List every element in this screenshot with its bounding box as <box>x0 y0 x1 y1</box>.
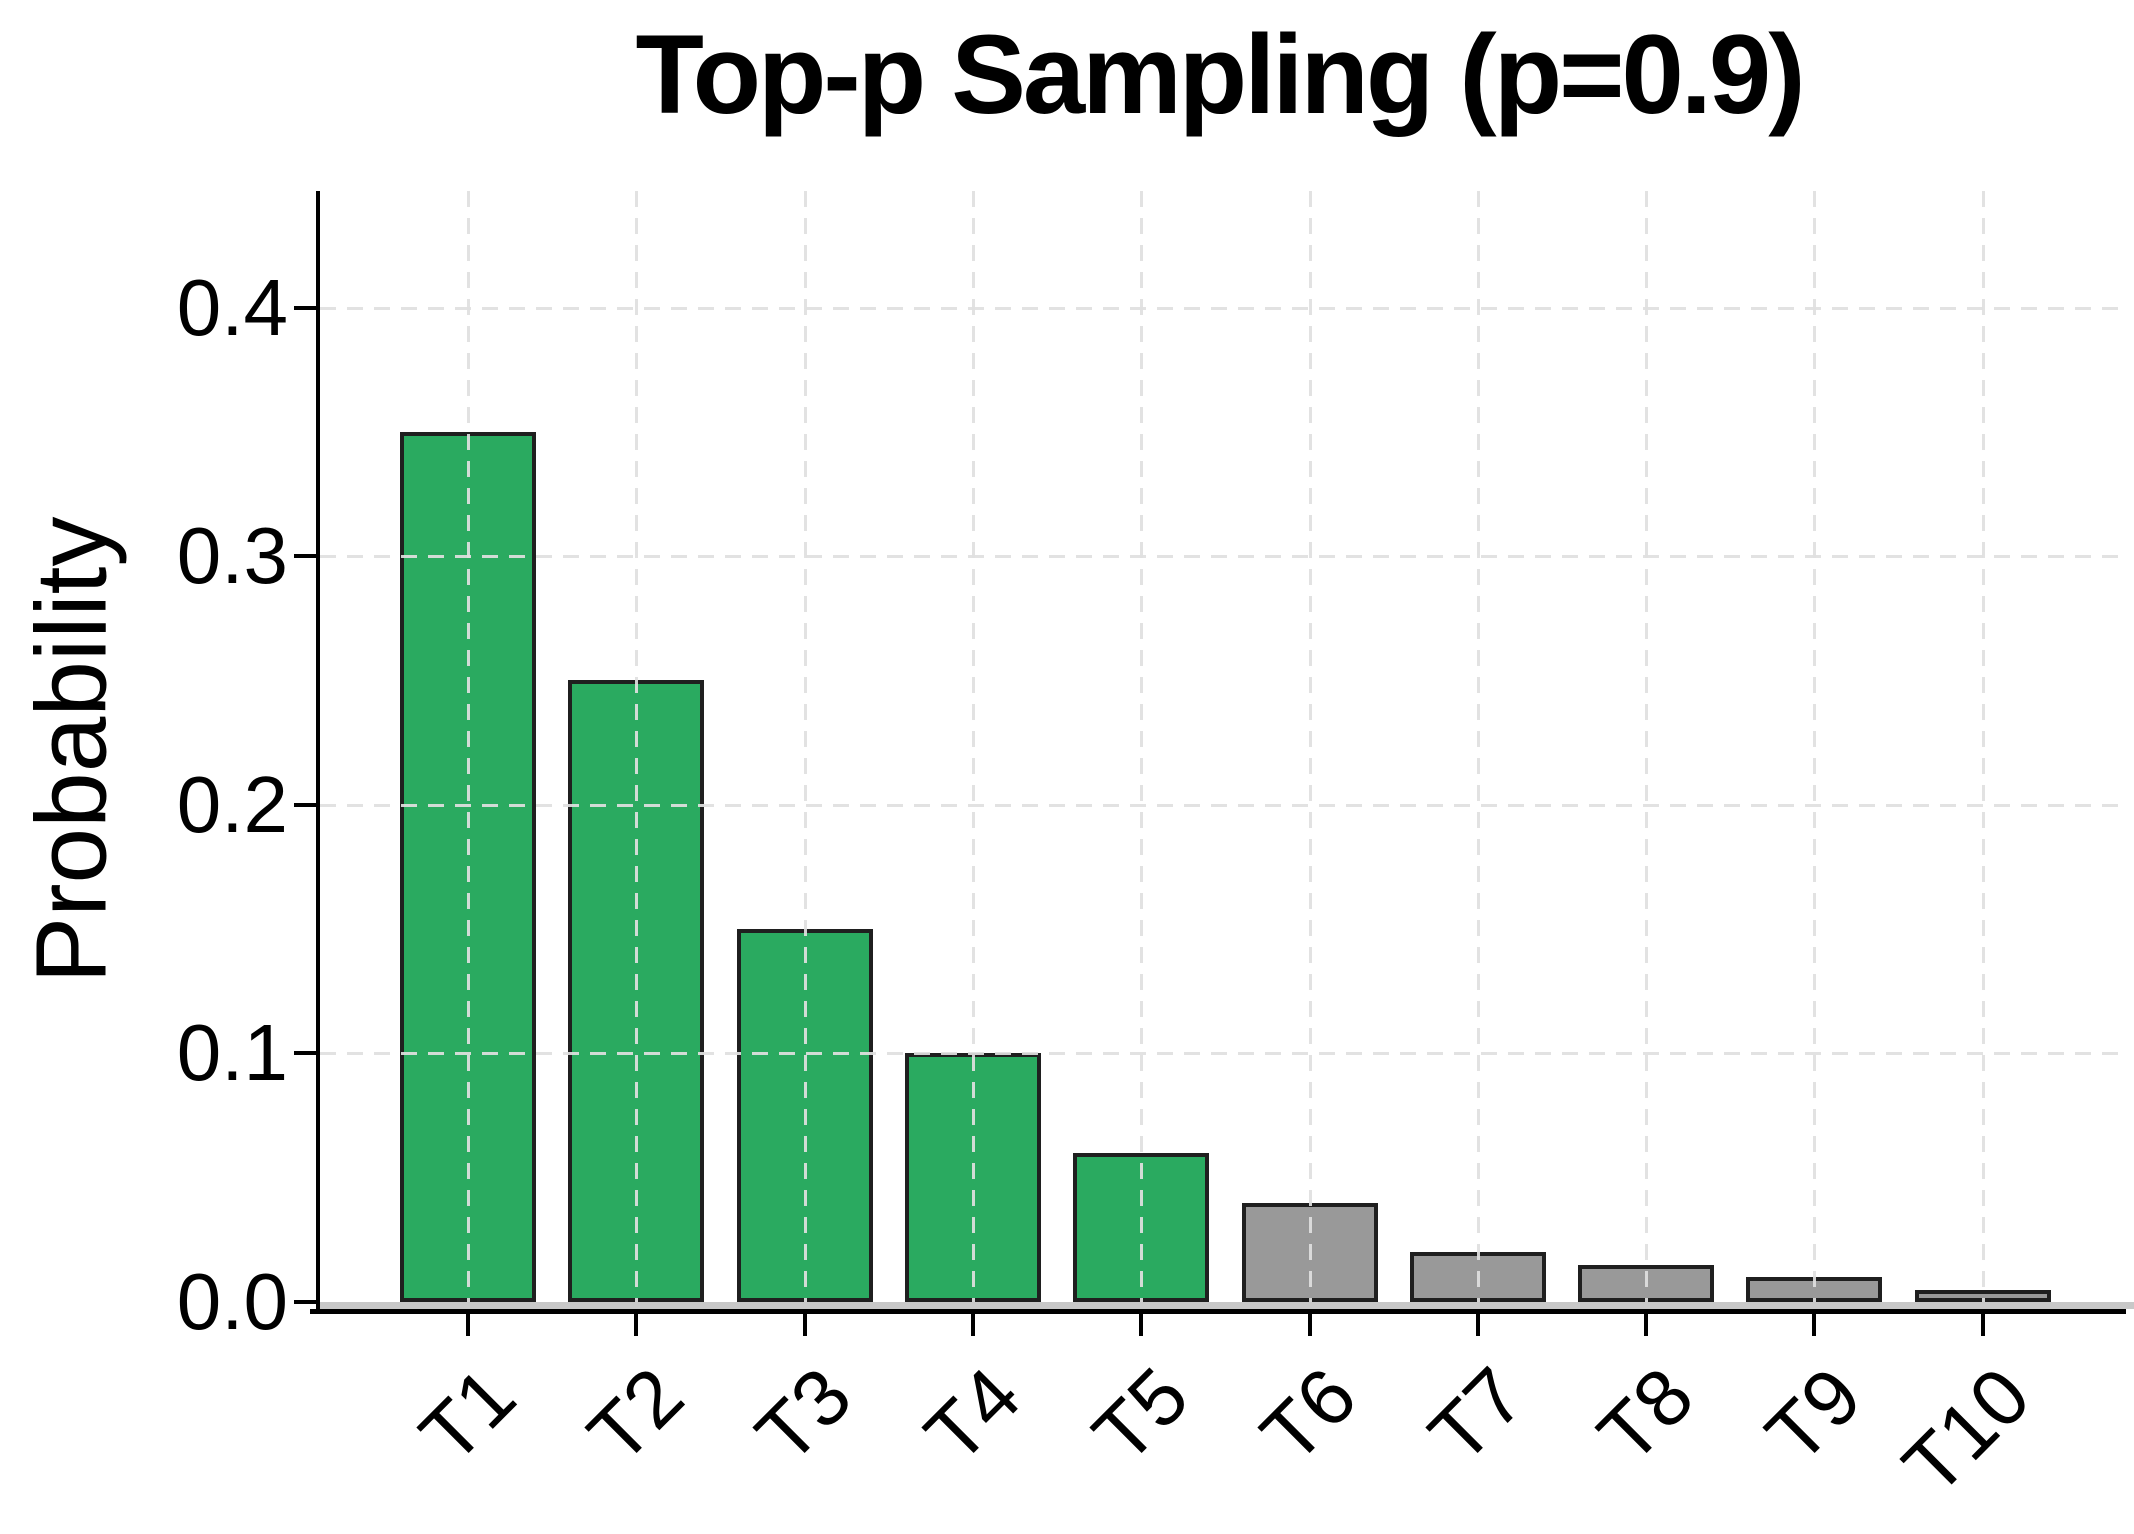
x-tick-T7 <box>1475 1314 1480 1336</box>
x-tick-T8 <box>1644 1314 1649 1336</box>
gridline-x-T9 <box>1813 191 1817 1302</box>
y-tick-label-0.0: 0.0 <box>176 1257 288 1346</box>
y-tick-0.4 <box>294 305 316 310</box>
x-tick-label-text-T1: T1 <box>402 1350 532 1480</box>
y-tick-0.3 <box>294 554 316 559</box>
x-tick-label-text-T10: T10 <box>1885 1350 2047 1512</box>
x-tick-T1 <box>466 1314 470 1336</box>
x-tick-T5 <box>1139 1314 1144 1336</box>
x-tick-T2 <box>634 1314 639 1336</box>
x-tick-label-text-T5: T5 <box>1075 1350 1205 1480</box>
gridline-x-T8 <box>1645 191 1649 1302</box>
gridline-y-0.4 <box>320 306 2120 310</box>
gridline-x-T7 <box>1476 191 1480 1302</box>
x-tick-T10 <box>1980 1314 1985 1336</box>
y-tick-0.0 <box>294 1300 316 1304</box>
x-tick-T3 <box>802 1314 807 1336</box>
gridline-x-T5 <box>1140 191 1144 1302</box>
x-tick-label-text-T8: T8 <box>1580 1350 1710 1480</box>
x-axis-spine <box>310 1309 2126 1314</box>
gridline-x-T2 <box>635 191 639 1302</box>
y-tick-0.2 <box>294 802 316 807</box>
gridline-x-T1 <box>467 191 470 1302</box>
gridline-y-0.2 <box>320 803 2120 807</box>
gridline-x-T4 <box>971 191 975 1302</box>
x-tick-T4 <box>970 1314 975 1336</box>
chart-title: Top-p Sampling (p=0.9) <box>635 12 1805 137</box>
y-tick-0.1 <box>294 1051 316 1056</box>
x-tick-label-text-T4: T4 <box>907 1350 1037 1480</box>
x-tick-label-text-T6: T6 <box>1244 1350 1374 1480</box>
y-tick-label-0.3: 0.3 <box>176 511 288 601</box>
x-tick-T9 <box>1812 1314 1817 1336</box>
y-tick-label-0.4: 0.4 <box>176 262 288 352</box>
y-tick-label-0.1: 0.1 <box>176 1008 288 1098</box>
x-tick-T6 <box>1307 1314 1312 1336</box>
gridline-x-T6 <box>1308 191 1312 1302</box>
gridline-y-0.1 <box>320 1052 2120 1056</box>
y-axis-spine <box>316 191 320 1314</box>
gridline-y-0.3 <box>320 555 2120 559</box>
y-tick-label-0.2: 0.2 <box>176 759 288 849</box>
x-tick-label-text-T3: T3 <box>739 1350 869 1480</box>
x-tick-label-text-T9: T9 <box>1749 1350 1879 1480</box>
x-tick-label-text-T2: T2 <box>570 1350 700 1480</box>
x-tick-label-text-T7: T7 <box>1412 1350 1542 1480</box>
gridline-x-T10 <box>1981 191 1985 1302</box>
zero-baseline <box>320 1302 2134 1309</box>
gridline-x-T3 <box>803 191 807 1302</box>
